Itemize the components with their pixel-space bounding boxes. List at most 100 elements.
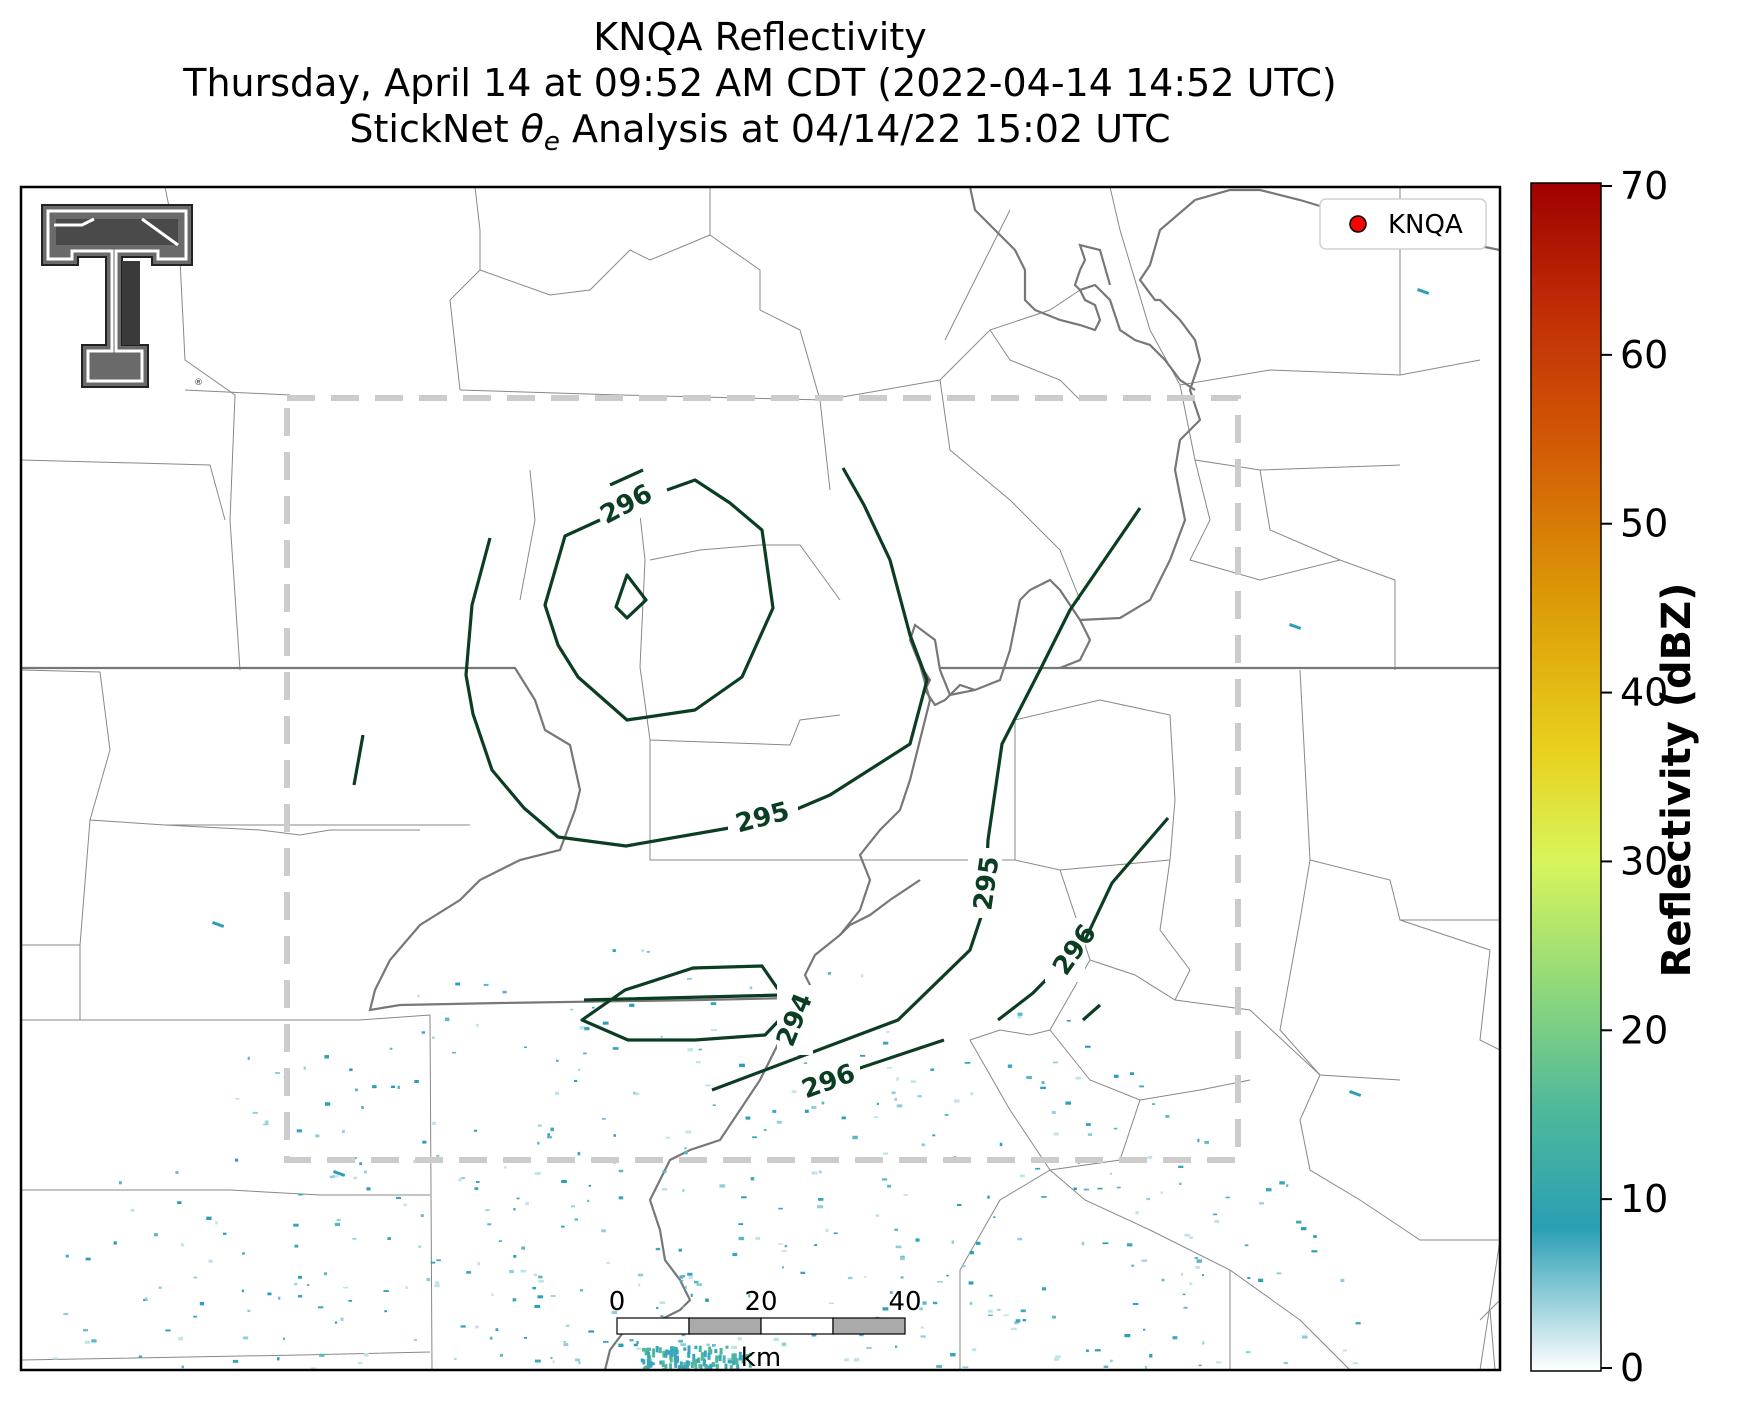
reflectivity-pixel — [975, 1241, 981, 1245]
reflectivity-pixel — [722, 1355, 726, 1363]
reflectivity-pixel — [784, 1244, 788, 1248]
svg-text:®: ® — [194, 378, 203, 388]
reflectivity-pixel — [397, 1085, 400, 1089]
reflectivity-pixel — [618, 1196, 624, 1200]
title-line-1: KNQA Reflectivity — [593, 15, 927, 59]
reflectivity-pixel — [63, 1312, 69, 1316]
contour-small-diamond — [614, 573, 648, 620]
reflectivity-pixel — [866, 1346, 872, 1349]
reflectivity-pixel — [417, 994, 420, 998]
reflectivity-pixel — [999, 1142, 1003, 1147]
map-frame — [19, 185, 1502, 1372]
reflectivity-pixel — [674, 1360, 678, 1368]
reflectivity-pixel — [648, 1347, 651, 1351]
reflectivity-pixel — [989, 1294, 993, 1297]
reflectivity-pixel — [698, 1364, 702, 1368]
reflectivity-pixel — [814, 1244, 818, 1247]
reflectivity-pixel — [664, 1364, 668, 1369]
reflectivity-pixel — [698, 1048, 702, 1051]
reflectivity-pixel — [215, 1221, 218, 1225]
reflectivity-pixel — [571, 1205, 575, 1208]
reflectivity-pixel — [1110, 1359, 1113, 1363]
reflectivity-pixel — [138, 1355, 142, 1359]
reflectivity-pixel — [1183, 1306, 1188, 1309]
reflectivity-pixel — [537, 1124, 542, 1127]
theta-symbol: θ — [520, 107, 544, 151]
reflectivity-pixel — [561, 1225, 565, 1228]
reflectivity-pixel — [1288, 623, 1302, 630]
reflectivity-pixel — [565, 1324, 570, 1327]
reflectivity-pixel — [684, 1147, 687, 1150]
reflectivity-pixel — [461, 1177, 466, 1180]
analysis-domain-box — [284, 395, 1241, 1163]
reflectivity-pixel — [921, 1143, 926, 1147]
scale-tick-20: 20 — [744, 1287, 777, 1317]
reflectivity-pixel — [1019, 1174, 1025, 1178]
reflectivity-pixel — [547, 1133, 550, 1136]
reflectivity-pixel — [1214, 1220, 1220, 1223]
reflectivity-pixel — [686, 977, 693, 980]
reflectivity-pixel — [633, 1343, 638, 1347]
scale-bar: 0 20 40 km — [609, 1287, 922, 1370]
reflectivity-pixel — [937, 1281, 943, 1283]
reflectivity-pixel — [277, 1357, 280, 1361]
reflectivity-pixel — [702, 1358, 706, 1367]
reflectivity-pixel — [466, 1271, 472, 1274]
reflectivity-pixel — [687, 1048, 693, 1052]
double-t-logo: ® — [41, 204, 203, 388]
reflectivity-pixel — [712, 1363, 716, 1367]
reflectivity-pixel — [178, 1336, 184, 1341]
reflectivity-pixel — [705, 1365, 709, 1370]
reflectivity-pixel — [698, 1345, 702, 1353]
reflectivity-pixel — [710, 1002, 717, 1006]
reflectivity-pixel — [673, 1353, 677, 1362]
reflectivity-pixel — [1086, 1123, 1091, 1126]
reflectivity-pixel — [658, 1347, 662, 1354]
reflectivity-pixel — [745, 1354, 749, 1358]
reflectivity-pixel — [649, 1361, 653, 1368]
reflectivity-pixel — [405, 1286, 408, 1289]
theta-subscript: e — [543, 127, 560, 157]
reflectivity-pixel — [495, 1328, 499, 1331]
reflectivity-pixel — [348, 1300, 353, 1302]
reflectivity-pixel — [664, 1352, 668, 1358]
reflectivity-pixel — [736, 1364, 740, 1370]
title-line-2: Thursday, April 14 at 09:52 AM CDT (2022… — [183, 61, 1337, 105]
contour-296-ring — [543, 478, 775, 722]
reflectivity-pixel — [264, 1120, 269, 1124]
reflectivity-pixel — [319, 1353, 325, 1357]
reflectivity-pixel — [1054, 1357, 1060, 1361]
reflectivity-pixel — [579, 1289, 583, 1292]
reflectivity-pixel — [460, 1325, 466, 1328]
reflectivity-pixel — [1296, 1220, 1302, 1224]
reflectivity-pixel — [329, 1175, 335, 1179]
reflectivity-pixel — [903, 1194, 908, 1196]
reflectivity-pixel — [550, 1127, 554, 1132]
contour-label-295-b: 295 — [968, 854, 1005, 912]
reflectivity-pixel — [1179, 1182, 1182, 1185]
reflectivity-pixel — [575, 1358, 580, 1362]
reflectivity-pixel — [860, 1054, 866, 1057]
reflectivity-pixel — [1348, 1090, 1362, 1097]
reflectivity-pixel — [655, 1247, 661, 1251]
reflectivity-pixel — [703, 1350, 707, 1358]
reflectivity-pixel — [1279, 1181, 1285, 1185]
reflectivity-pixel — [919, 1307, 923, 1311]
reflectivity-pixel — [738, 1236, 745, 1241]
reflectivity-pixel — [234, 1098, 240, 1100]
colorbar-gradient — [1530, 182, 1602, 1372]
reflectivity-pixel — [324, 1055, 329, 1059]
reflectivity-pixel — [538, 1280, 544, 1283]
reflectivity-pixel — [800, 1271, 806, 1274]
reflectivity-pixel — [421, 1031, 426, 1034]
reflectivity-pixel — [430, 1261, 436, 1264]
reflectivity-pixel — [1196, 1259, 1202, 1263]
reflectivity-pixel — [694, 1280, 699, 1284]
reflectivity-pixel — [349, 1068, 353, 1072]
reflectivity-pixel — [144, 1297, 148, 1301]
contour-295-east — [711, 507, 1142, 1092]
reflectivity-pixel — [803, 1062, 808, 1065]
reflectivity-pixel — [296, 1129, 303, 1133]
reflectivity-pixel — [455, 982, 460, 986]
reflectivity-pixel — [1178, 1165, 1184, 1168]
